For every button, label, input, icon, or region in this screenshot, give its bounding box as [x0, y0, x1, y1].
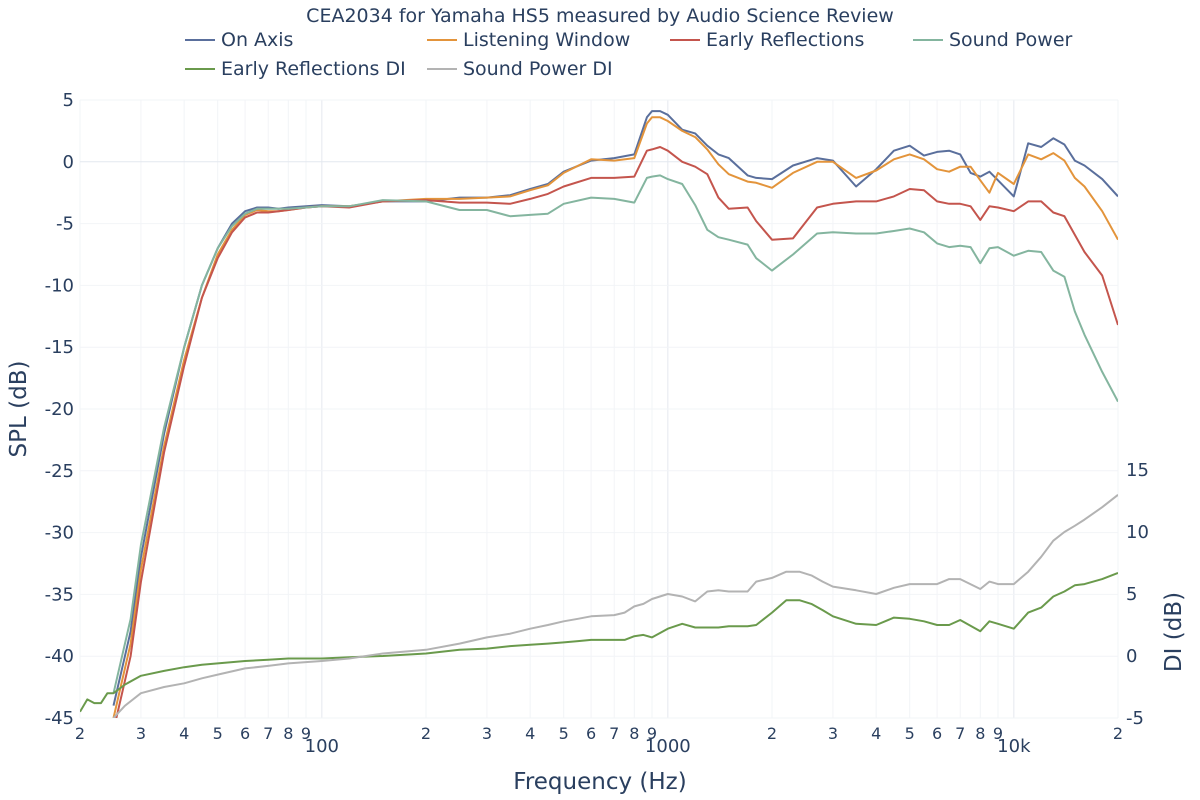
legend-label: Sound Power DI — [463, 58, 613, 80]
grid-layer — [79, 99, 1119, 719]
x-tick-label: 7 — [609, 724, 619, 743]
x-tick-label: 2 — [1113, 724, 1123, 743]
legend-label: Listening Window — [463, 29, 630, 51]
series-line-early-reflections-di — [80, 571, 1118, 713]
x-tick-label: 8 — [975, 724, 985, 743]
y-tick-label: 0 — [63, 152, 74, 173]
x-tick-label: 5 — [905, 724, 915, 743]
legend-item-sound-power[interactable]: Sound Power — [913, 29, 1073, 51]
x-tick-label: 4 — [525, 724, 535, 743]
x-tick-label: 1000 — [645, 736, 691, 757]
x-axis-title: Frequency (Hz) — [513, 769, 686, 795]
x-tick-label: 4 — [179, 724, 189, 743]
legend-label: Sound Power — [949, 29, 1073, 51]
legend[interactable]: On Axis Listening Window Early Reflections… — [185, 29, 1073, 80]
y-tick-label: -40 — [45, 646, 74, 667]
x-tick-label: 3 — [482, 724, 492, 743]
x-tick-label: 7 — [955, 724, 965, 743]
series-line-early-reflections — [115, 146, 1118, 718]
y2-tick-label: 15 — [1126, 460, 1149, 481]
y-tick-label: -30 — [45, 523, 74, 544]
x-tick-label: 9 — [301, 724, 311, 743]
x-tick-label: 6 — [240, 724, 250, 743]
series-layer — [80, 110, 1118, 718]
legend-label: Early Reflections — [706, 29, 864, 51]
legend-item-listening-window[interactable]: Listening Window — [427, 29, 630, 51]
legend-item-sound-power-di[interactable]: Sound Power DI — [427, 58, 613, 80]
y-tick-label: -5 — [56, 214, 74, 235]
x-tick-label: 3 — [828, 724, 838, 743]
x-tick-label: 5 — [213, 724, 223, 743]
legend-label: On Axis — [221, 29, 293, 51]
y2-axis-title: DI (dB) — [1161, 592, 1187, 672]
x-tick-label: 2 — [75, 724, 85, 743]
x-tick-label: 8 — [629, 724, 639, 743]
y-tick-label: 5 — [63, 90, 74, 111]
x-tick-label: 2 — [767, 724, 777, 743]
legend-label: Early Reflections DI — [221, 58, 406, 80]
x-tick-label: 3 — [136, 724, 146, 743]
y-tick-label: -35 — [45, 584, 74, 605]
y2-tick-label: -5 — [1126, 708, 1144, 729]
x-tick-label: 4 — [871, 724, 881, 743]
x-tick-label: 6 — [932, 724, 942, 743]
y-tick-label: -15 — [45, 337, 74, 358]
legend-item-on-axis[interactable]: On Axis — [185, 29, 293, 51]
y2-tick-label: 5 — [1126, 584, 1137, 605]
series-line-on-axis — [112, 110, 1118, 706]
y-tick-label: -45 — [45, 708, 74, 729]
y2-tick-label: 0 — [1126, 646, 1137, 667]
y-tick-label: -10 — [45, 275, 74, 296]
x-tick-label: 9 — [993, 724, 1003, 743]
x-tick-label: 6 — [586, 724, 596, 743]
legend-item-early-reflections-di[interactable]: Early Reflections DI — [185, 58, 406, 80]
x-tick-label: 8 — [283, 724, 293, 743]
y-axis-title: SPL (dB) — [6, 361, 32, 458]
y-tick-label: -25 — [45, 461, 74, 482]
series-line-sound-power — [112, 174, 1118, 694]
chart-title: CEA2034 for Yamaha HS5 measured by Audio… — [306, 5, 894, 27]
y-tick-label: -20 — [45, 399, 74, 420]
x-tick-label: 9 — [647, 724, 657, 743]
x-tick-label: 100 — [305, 736, 339, 757]
x-tick-label: 10k — [997, 736, 1031, 757]
x-tick-label: 2 — [421, 724, 431, 743]
x-tick-label: 7 — [263, 724, 273, 743]
x-tick-label: 5 — [559, 724, 569, 743]
legend-item-early-reflections[interactable]: Early Reflections — [670, 29, 864, 51]
series-line-sound-power-di — [112, 494, 1118, 718]
y2-tick-label: 10 — [1126, 522, 1149, 543]
